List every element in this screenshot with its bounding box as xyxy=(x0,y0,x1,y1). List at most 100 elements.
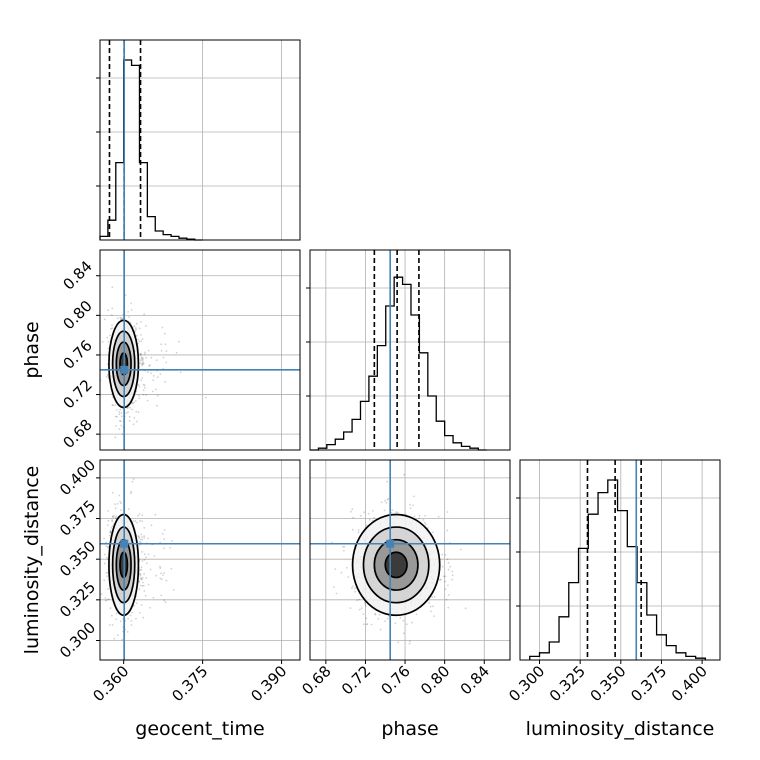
sample-point xyxy=(154,513,157,516)
grid-luminosity_distance-luminosity_distance xyxy=(520,460,720,660)
sample-point xyxy=(107,545,110,548)
sample-point xyxy=(107,524,109,526)
sample-point xyxy=(386,480,388,483)
sample-point xyxy=(142,393,145,396)
sample-point xyxy=(139,573,142,576)
sample-point xyxy=(124,294,127,296)
sample-point xyxy=(448,594,450,596)
sample-point xyxy=(354,587,356,590)
sample-point xyxy=(160,572,163,575)
sample-point xyxy=(446,511,449,513)
sample-point xyxy=(380,501,383,504)
histogram-step-phase xyxy=(310,276,487,451)
sample-point xyxy=(432,531,434,534)
sample-point xyxy=(148,365,151,367)
sample-point xyxy=(133,401,136,404)
sample-point xyxy=(111,525,114,527)
sample-point xyxy=(135,322,138,325)
sample-point xyxy=(139,568,142,571)
sample-point xyxy=(120,318,123,321)
sample-point xyxy=(139,334,142,336)
sample-point xyxy=(161,532,164,535)
sample-point xyxy=(118,428,121,431)
sample-point xyxy=(143,526,146,529)
sample-point xyxy=(119,408,122,411)
sample-point xyxy=(115,425,117,427)
sample-point xyxy=(113,514,115,517)
sample-point xyxy=(133,325,136,328)
sample-point xyxy=(126,407,129,409)
sample-point xyxy=(109,530,112,533)
xlabel-geocent-time: geocent_time xyxy=(135,718,264,740)
sample-point xyxy=(115,517,117,520)
sample-point xyxy=(114,503,116,506)
ylabel-luminosity-distance: luminosity_distance xyxy=(21,466,43,655)
sample-point xyxy=(141,538,144,541)
sample-point xyxy=(144,351,146,354)
sample-point xyxy=(170,567,173,570)
sample-point xyxy=(144,386,146,389)
sample-point xyxy=(155,574,158,577)
sample-point xyxy=(128,415,131,418)
sample-point xyxy=(364,603,367,605)
sample-point xyxy=(178,340,180,343)
ylabel-phase: phase xyxy=(21,321,43,378)
sample-point xyxy=(358,608,361,611)
sample-point xyxy=(418,514,421,517)
sample-point xyxy=(156,404,158,407)
sample-point xyxy=(105,545,108,548)
sample-point xyxy=(165,350,168,352)
sample-point xyxy=(413,515,416,518)
xlabel-phase: phase xyxy=(381,718,438,740)
sample-point xyxy=(131,480,134,483)
sample-point xyxy=(142,389,145,392)
sample-point xyxy=(105,572,108,574)
sample-point xyxy=(105,556,108,559)
sample-point xyxy=(145,556,148,559)
sample-point xyxy=(150,524,153,527)
sample-point xyxy=(137,535,140,537)
sample-point xyxy=(379,628,382,631)
sample-point xyxy=(451,574,454,577)
sample-point xyxy=(147,349,150,352)
sample-point xyxy=(161,326,164,329)
sample-point xyxy=(115,618,118,621)
sample-point xyxy=(350,510,352,513)
sample-point xyxy=(159,567,162,569)
sample-point xyxy=(163,529,166,531)
sample-point xyxy=(387,497,390,500)
sample-point xyxy=(116,502,119,505)
sample-point xyxy=(131,408,134,411)
sample-point xyxy=(161,578,163,581)
sample-point xyxy=(143,590,146,592)
sample-point xyxy=(367,512,370,515)
sample-point xyxy=(145,562,148,565)
sample-point xyxy=(424,514,427,517)
sample-point xyxy=(129,614,132,617)
sample-point xyxy=(132,520,135,522)
sample-point xyxy=(164,343,167,346)
sample-point xyxy=(384,620,386,623)
sample-point xyxy=(340,571,343,574)
sample-point xyxy=(138,385,141,388)
sample-point xyxy=(139,362,142,364)
sample-point xyxy=(347,576,350,578)
sample-point xyxy=(142,362,145,365)
sample-point xyxy=(135,420,138,423)
sample-point xyxy=(377,617,380,620)
sample-point xyxy=(160,349,163,352)
sample-point xyxy=(139,352,142,355)
sample-point xyxy=(141,356,144,359)
sample-point xyxy=(365,623,368,626)
histogram-phase xyxy=(306,250,487,451)
sample-point xyxy=(352,585,354,588)
sample-point xyxy=(418,517,420,520)
sample-point xyxy=(120,509,122,511)
sample-point xyxy=(364,605,367,607)
sample-point xyxy=(164,380,167,383)
sample-point xyxy=(114,507,117,510)
sample-point xyxy=(155,388,157,391)
sample-point xyxy=(141,585,144,587)
sample-point xyxy=(140,353,142,355)
histogram-luminosity_distance xyxy=(516,460,707,660)
